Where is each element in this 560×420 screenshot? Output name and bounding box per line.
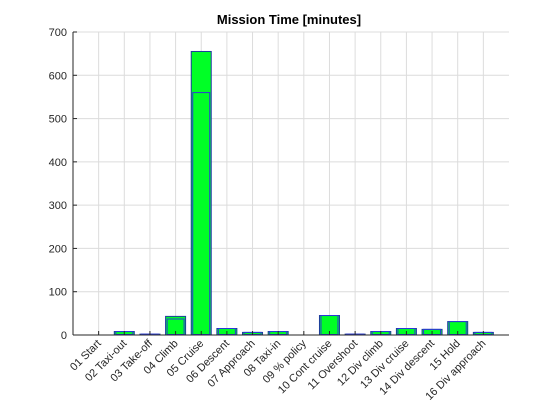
y-tick-label: 300 — [49, 200, 67, 212]
axes — [72, 31, 509, 336]
y-tick-label: 100 — [49, 287, 67, 299]
y-tick-label: 500 — [49, 114, 67, 126]
bar — [190, 50, 212, 336]
y-tick-label: 200 — [49, 243, 67, 255]
y-tick-labels: 0 100 200 300 400 500 600 700 — [49, 27, 67, 342]
y-tick-label: 700 — [49, 27, 67, 39]
y-tick-label: 0 — [61, 330, 67, 342]
chart-title: Mission Time [minutes] — [217, 12, 361, 27]
plot-area — [73, 32, 509, 335]
y-tick-label: 600 — [49, 70, 67, 82]
grid — [73, 31, 509, 336]
y-tick-label: 400 — [49, 157, 67, 169]
